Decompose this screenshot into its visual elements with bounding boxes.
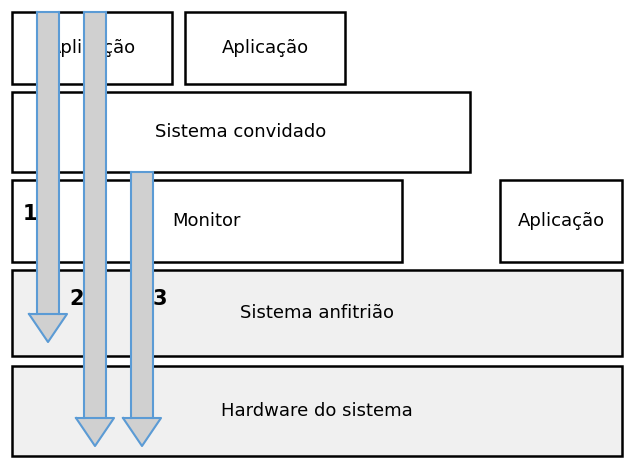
Text: Aplicação: Aplicação [221, 39, 309, 57]
Bar [37, 12, 59, 314]
Text: Monitor: Monitor [172, 212, 242, 230]
Text: Sistema anfitrião: Sistema anfitrião [240, 304, 394, 322]
Text: Sistema convidado: Sistema convidado [155, 123, 327, 141]
Bar [500, 180, 622, 262]
Bar [12, 366, 622, 456]
Bar [12, 180, 402, 262]
Polygon shape [29, 314, 67, 342]
Bar [12, 92, 470, 172]
Bar [185, 12, 345, 84]
Bar [12, 270, 622, 356]
Text: Hardware do sistema: Hardware do sistema [221, 402, 413, 420]
Bar [131, 172, 153, 418]
Text: Aplicação: Aplicação [48, 39, 136, 57]
Polygon shape [76, 418, 114, 446]
Text: 1: 1 [23, 204, 37, 224]
Text: Aplicação: Aplicação [517, 212, 605, 230]
Bar [12, 12, 172, 84]
Text: 3: 3 [153, 289, 167, 309]
Text: 2: 2 [70, 289, 84, 309]
Bar [84, 12, 106, 418]
Polygon shape [123, 418, 161, 446]
